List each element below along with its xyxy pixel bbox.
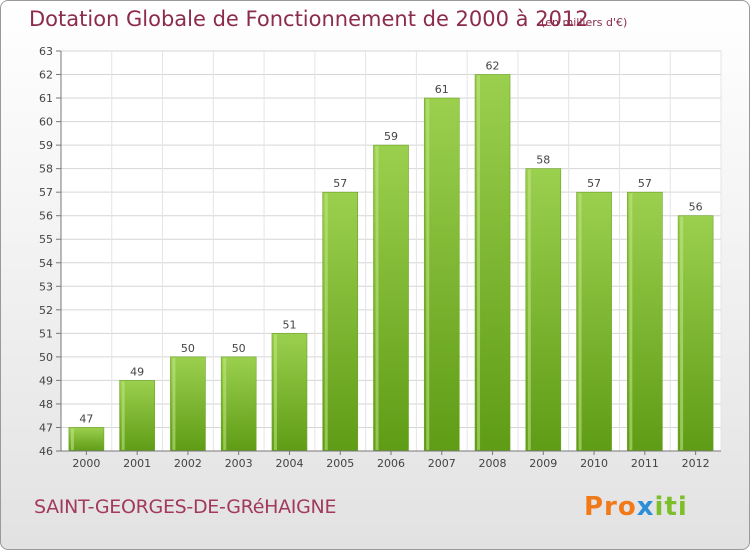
commune-name: SAINT-GEORGES-DE-GRéHAIGNE xyxy=(34,496,337,518)
y-tick-label: 59 xyxy=(39,139,53,152)
data-label: 62 xyxy=(486,60,500,73)
bar-highlight xyxy=(527,169,531,450)
bar-highlight xyxy=(375,146,379,450)
y-tick-label: 56 xyxy=(39,210,53,223)
data-label: 58 xyxy=(536,154,550,167)
bar-highlight xyxy=(426,99,430,450)
data-label: 57 xyxy=(333,177,347,190)
y-tick-label: 62 xyxy=(39,69,53,82)
y-tick-label: 55 xyxy=(39,233,53,246)
bar xyxy=(525,168,562,452)
data-label: 56 xyxy=(689,201,703,214)
x-tick-label: 2000 xyxy=(72,457,100,470)
x-tick-label: 2007 xyxy=(428,457,456,470)
y-tick-label: 60 xyxy=(39,116,53,129)
x-tick-label: 2010 xyxy=(580,457,608,470)
data-label: 49 xyxy=(130,365,144,378)
x-tick-label: 2002 xyxy=(174,457,202,470)
proxiti-logo: Proxiti xyxy=(584,492,688,522)
data-label: 50 xyxy=(181,342,195,355)
bar xyxy=(423,97,460,452)
data-label: 50 xyxy=(232,342,246,355)
y-tick-label: 52 xyxy=(39,304,53,317)
logo-part-2: x xyxy=(636,492,655,522)
bar-highlight xyxy=(70,428,74,450)
chart-subtitle: (en milliers d'€) xyxy=(541,16,628,29)
bar-highlight xyxy=(273,334,277,450)
bar xyxy=(220,356,257,452)
data-label: 51 xyxy=(282,318,296,331)
x-tick-label: 2009 xyxy=(529,457,557,470)
x-tick-label: 2005 xyxy=(326,457,354,470)
chart-title: Dotation Globale de Fonctionnement de 20… xyxy=(29,7,589,31)
bar xyxy=(627,191,663,452)
x-tick-label: 2006 xyxy=(377,457,405,470)
y-tick-label: 48 xyxy=(39,398,53,411)
bar xyxy=(373,144,409,452)
bar-highlight xyxy=(629,193,633,451)
data-label: 47 xyxy=(79,412,93,425)
x-tick-label: 2008 xyxy=(479,457,507,470)
x-tick-label: 2004 xyxy=(275,457,303,470)
y-tick-label: 49 xyxy=(39,374,53,387)
data-label: 57 xyxy=(638,177,652,190)
y-tick-label: 54 xyxy=(39,257,53,270)
bar xyxy=(119,380,155,452)
y-tick-label: 57 xyxy=(39,186,53,199)
bar xyxy=(474,74,511,452)
bar-highlight xyxy=(680,216,684,450)
bar xyxy=(322,191,359,452)
data-label: 59 xyxy=(384,130,398,143)
bar xyxy=(576,191,612,452)
logo-part-3: iti xyxy=(654,492,688,522)
y-tick-label: 51 xyxy=(39,327,53,340)
y-tick-label: 47 xyxy=(39,421,53,434)
bar-highlight xyxy=(172,357,176,450)
x-tick-label: 2003 xyxy=(225,457,253,470)
y-tick-label: 63 xyxy=(39,45,53,58)
y-tick-label: 50 xyxy=(39,351,53,364)
x-tick-label: 2011 xyxy=(631,457,659,470)
bar-highlight xyxy=(223,357,227,450)
x-tick-label: 2012 xyxy=(682,457,710,470)
y-tick-label: 46 xyxy=(39,445,53,458)
y-tick-label: 58 xyxy=(39,163,53,176)
bar xyxy=(677,215,714,452)
bar xyxy=(68,427,105,452)
x-tick-label: 2001 xyxy=(123,457,151,470)
bar-highlight xyxy=(578,193,582,451)
data-label: 61 xyxy=(435,83,449,96)
bar-highlight xyxy=(121,381,125,450)
logo-part-1: Pro xyxy=(584,492,637,522)
y-tick-label: 61 xyxy=(39,92,53,105)
bar-highlight xyxy=(324,193,328,451)
bar-highlight xyxy=(477,75,481,450)
bar xyxy=(271,333,308,452)
data-label: 57 xyxy=(587,177,601,190)
bar xyxy=(170,356,206,452)
y-tick-label: 53 xyxy=(39,280,53,293)
